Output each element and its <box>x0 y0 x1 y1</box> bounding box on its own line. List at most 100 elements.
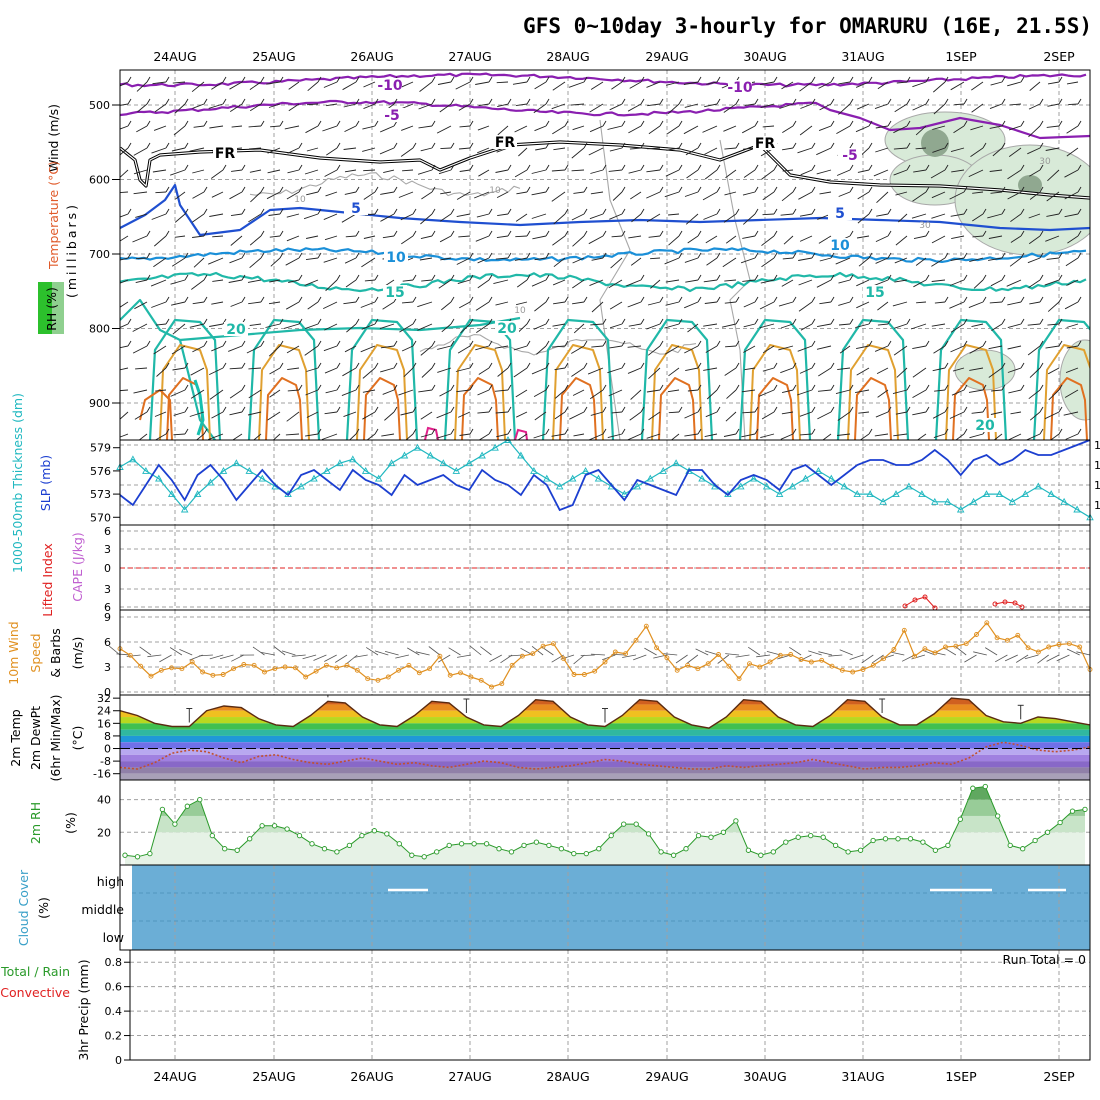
wind-barb-flag <box>545 274 550 281</box>
wind-barb <box>497 103 509 108</box>
wind-barb-flag <box>165 428 170 435</box>
thickness-marker <box>775 490 784 498</box>
wind-barb-flag <box>659 340 664 347</box>
wind-barb-flag <box>849 142 854 149</box>
wind-barb-flag <box>450 98 455 105</box>
wind-barb <box>912 345 927 350</box>
wind10m-marker <box>716 652 721 657</box>
wind-barb <box>706 257 718 266</box>
wind-barb-flag <box>488 252 493 259</box>
temp-band <box>120 729 1090 736</box>
wind-barb-flag <box>944 340 949 347</box>
wind-barb <box>607 367 623 374</box>
wind-barb-flag <box>830 274 835 281</box>
wind-barb <box>268 301 281 305</box>
wind10m-barb <box>1004 654 1018 662</box>
wind-barb <box>611 411 623 414</box>
lifted-index-marker <box>922 594 928 600</box>
wind-barb <box>478 367 490 375</box>
wind-barb-flag <box>792 296 797 303</box>
wind-barb <box>136 81 148 92</box>
wind-barb-flag <box>1020 296 1025 303</box>
thickness-label: 1000-500mb Thickness (dm) <box>10 393 25 573</box>
wind-barb-flag <box>469 252 474 259</box>
contour-plus25-cell <box>847 344 899 440</box>
wind-barb <box>724 367 737 376</box>
wind-barb-flag <box>355 230 360 237</box>
wind-barb <box>856 345 870 350</box>
wind-barb <box>858 257 870 267</box>
wind-barb-flag <box>735 98 740 105</box>
wind-barb <box>683 125 699 135</box>
wind-barb <box>1044 279 1060 286</box>
thickness-tick-label: 570 <box>90 511 111 524</box>
wind-barb <box>1028 389 1041 400</box>
wind-barb <box>379 125 395 133</box>
wind-barb-flag <box>488 230 493 237</box>
top-date-label: 25AUG <box>252 49 295 64</box>
wind-barb <box>1067 235 1079 244</box>
wind-barb-flag <box>127 142 132 149</box>
wind-barb-flag <box>906 120 911 127</box>
wind-barb <box>876 213 889 217</box>
wind-barb <box>703 323 718 327</box>
thickness-marker <box>258 474 267 482</box>
wind-barb <box>892 389 908 395</box>
wind-barb-flag <box>773 230 778 237</box>
wind-barb <box>156 367 167 377</box>
wind-barb <box>877 301 889 311</box>
wind10m-marker <box>798 657 804 662</box>
wind-barb <box>345 279 357 288</box>
wind10m-barb <box>818 651 833 656</box>
wind-barb-flag <box>678 318 683 325</box>
wind-barb <box>419 257 433 261</box>
wind10m-marker <box>334 665 340 671</box>
wind-barb-flag <box>659 318 664 325</box>
thickness-marker <box>866 490 874 498</box>
wind-barb <box>702 125 718 133</box>
wind-barb-flag <box>849 98 854 105</box>
wind-barb <box>360 301 376 308</box>
wind-barb <box>874 103 889 110</box>
wind-barb <box>993 433 1003 440</box>
wind-barb <box>816 169 832 175</box>
wind-barb-flag <box>735 428 740 435</box>
wind-barb <box>323 81 338 88</box>
wind-barb-flag <box>944 142 949 149</box>
wind-barb <box>816 345 832 350</box>
wind10m-barb <box>777 654 791 660</box>
wind-barb <box>704 301 718 304</box>
wind-barb <box>192 235 205 238</box>
minmax-label: (6hr Min/Max) <box>48 695 63 782</box>
thickness-marker <box>995 490 1004 498</box>
wind-barb <box>265 323 281 328</box>
wind-barb-flag <box>754 164 759 171</box>
wind10m-barb <box>273 646 286 656</box>
wind-barb <box>973 279 984 289</box>
cloud-unit-label: (%) <box>36 897 51 919</box>
rh-marker <box>1020 846 1026 852</box>
wind-barb-flag <box>374 120 379 127</box>
wind-barb <box>518 147 528 157</box>
wind10m-marker <box>138 663 144 669</box>
wind-barb <box>723 213 737 223</box>
wind-barb-flag <box>811 406 816 413</box>
wind10m-barb <box>644 647 657 656</box>
wind-barb-flag <box>602 406 607 413</box>
wind-barb <box>762 213 775 216</box>
wind-barb-flag <box>982 142 987 149</box>
wind-barb-flag <box>355 362 360 369</box>
wind-barb <box>193 125 205 128</box>
wind-barb <box>517 433 528 440</box>
wind-barb-flag <box>1001 318 1006 325</box>
wind-barb-flag <box>887 208 892 215</box>
wind-barb-flag <box>678 296 683 303</box>
wind-barb <box>630 191 642 200</box>
wind-barb <box>360 345 376 353</box>
contour-plus25-cell <box>1043 344 1090 440</box>
wind10m-marker <box>427 666 433 672</box>
wind-barb <box>364 279 376 282</box>
wind-barb-flag <box>830 362 835 369</box>
wind10m-marker <box>530 651 536 657</box>
wind-barb-flag <box>412 142 417 149</box>
